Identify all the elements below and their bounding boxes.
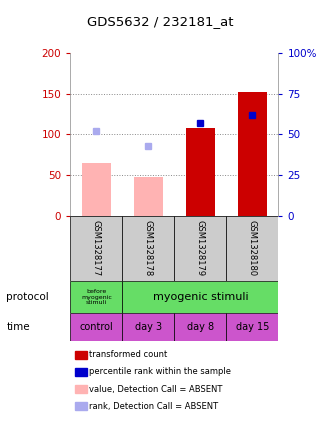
Text: day 8: day 8 xyxy=(187,322,214,332)
Text: before
myogenic
stimuli: before myogenic stimuli xyxy=(81,289,112,305)
Text: time: time xyxy=(6,322,30,332)
Bar xyxy=(186,128,215,216)
Text: day 15: day 15 xyxy=(236,322,269,332)
Text: rank, Detection Call = ABSENT: rank, Detection Call = ABSENT xyxy=(89,402,218,411)
Bar xyxy=(123,216,174,281)
Bar xyxy=(134,177,163,216)
Bar xyxy=(75,368,87,376)
Text: control: control xyxy=(80,322,113,332)
Bar xyxy=(75,351,87,359)
Bar xyxy=(75,385,87,393)
Text: GDS5632 / 232181_at: GDS5632 / 232181_at xyxy=(87,15,233,28)
Bar xyxy=(70,216,123,281)
Text: myogenic stimuli: myogenic stimuli xyxy=(153,292,248,302)
Text: percentile rank within the sample: percentile rank within the sample xyxy=(89,367,231,376)
Text: protocol: protocol xyxy=(6,292,49,302)
Bar xyxy=(70,281,123,313)
Bar xyxy=(227,216,278,281)
Bar xyxy=(238,92,267,216)
Text: GSM1328178: GSM1328178 xyxy=(144,220,153,277)
Text: day 3: day 3 xyxy=(135,322,162,332)
Text: GSM1328179: GSM1328179 xyxy=(196,220,205,277)
Text: transformed count: transformed count xyxy=(89,350,167,359)
Text: value, Detection Call = ABSENT: value, Detection Call = ABSENT xyxy=(89,385,222,393)
Text: GSM1328180: GSM1328180 xyxy=(248,220,257,277)
Bar xyxy=(174,216,227,281)
Bar xyxy=(70,313,123,341)
Bar xyxy=(123,313,174,341)
Bar xyxy=(82,163,111,216)
Bar xyxy=(75,402,87,410)
Text: GSM1328177: GSM1328177 xyxy=(92,220,101,277)
Bar xyxy=(227,313,278,341)
Bar xyxy=(174,313,227,341)
Bar xyxy=(123,281,278,313)
